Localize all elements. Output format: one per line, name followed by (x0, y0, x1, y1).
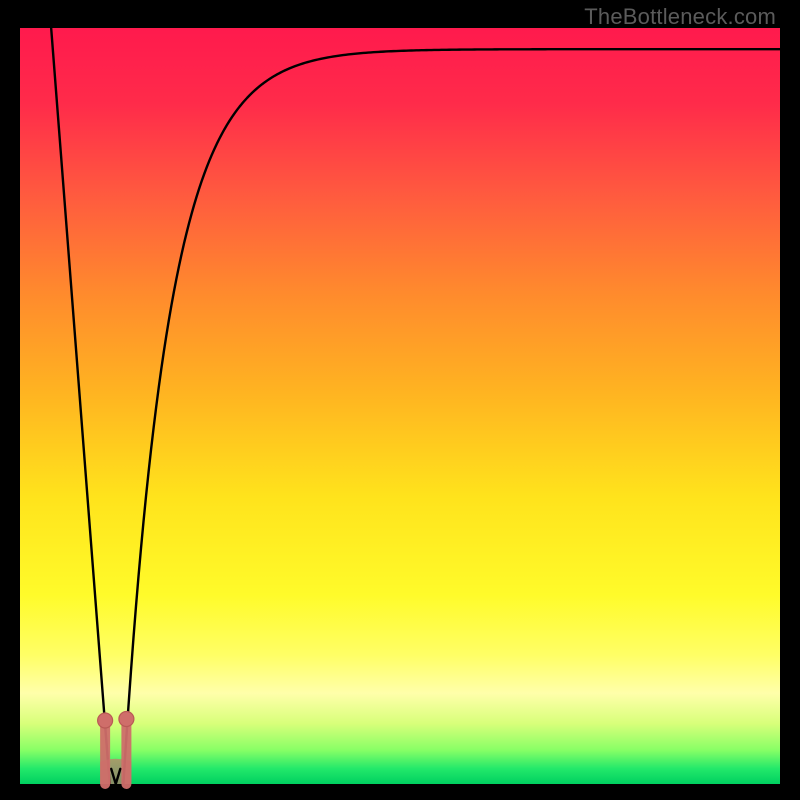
left-curve (51, 28, 110, 784)
marker-dot-1 (119, 711, 134, 726)
right-curve (123, 49, 780, 784)
watermark-text: TheBottleneck.com (584, 4, 776, 30)
plot-area (20, 28, 780, 784)
marker-dot-0 (98, 713, 113, 728)
curve-layer (20, 28, 780, 784)
